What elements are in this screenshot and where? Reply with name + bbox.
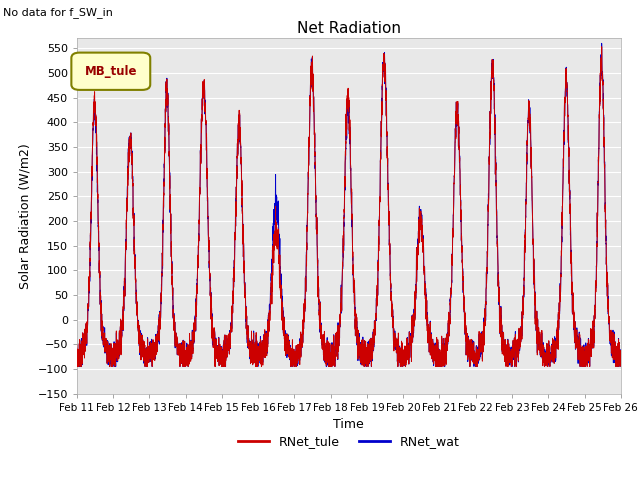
Text: MB_tule: MB_tule [85, 65, 138, 78]
Y-axis label: Solar Radiation (W/m2): Solar Radiation (W/m2) [19, 143, 32, 289]
FancyBboxPatch shape [72, 53, 150, 90]
X-axis label: Time: Time [333, 418, 364, 431]
Title: Net Radiation: Net Radiation [297, 21, 401, 36]
Legend: RNet_tule, RNet_wat: RNet_tule, RNet_wat [233, 430, 465, 453]
Text: No data for f_SW_in: No data for f_SW_in [3, 7, 113, 18]
